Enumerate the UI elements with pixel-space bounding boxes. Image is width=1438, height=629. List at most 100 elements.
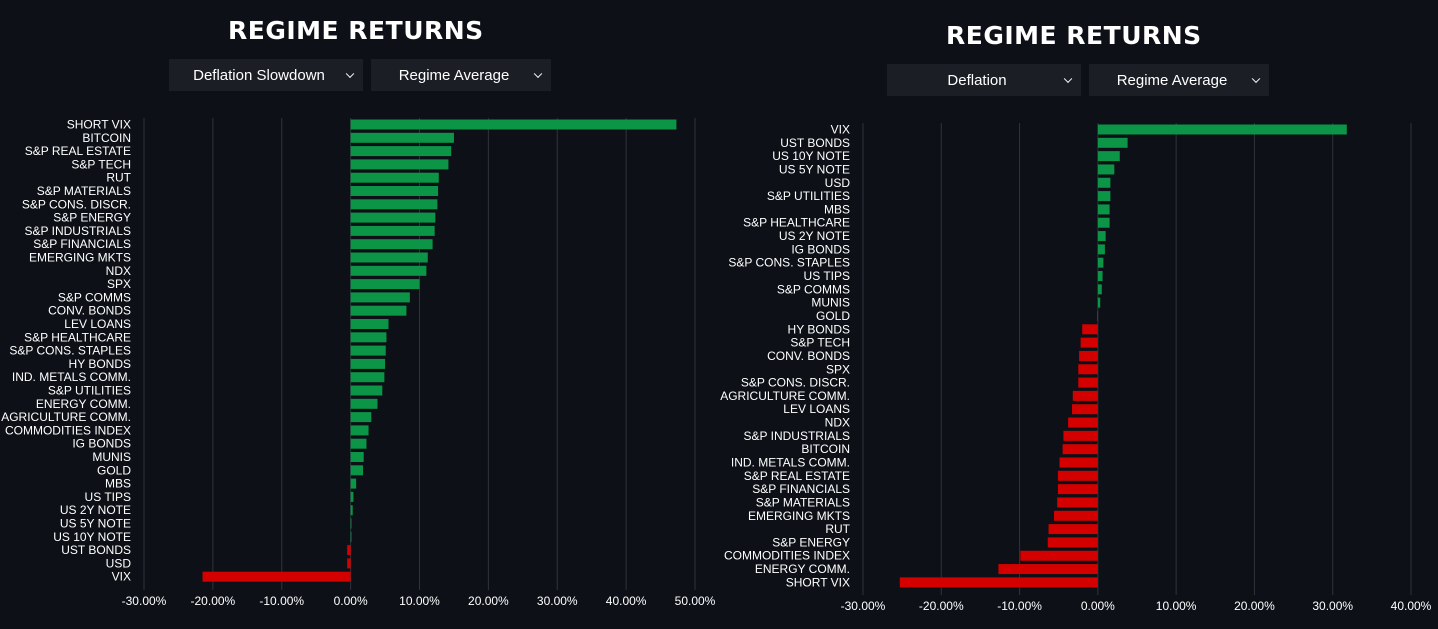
right-category-label: NDX bbox=[825, 416, 850, 430]
right-category-label: GOLD bbox=[816, 309, 850, 323]
right-category-label: UST BONDS bbox=[780, 136, 850, 150]
right-category-label: CONV. BONDS bbox=[767, 349, 850, 363]
left-category-label: US 2Y NOTE bbox=[60, 503, 131, 517]
left-category-label: AGRICULTURE COMM. bbox=[1, 410, 131, 424]
right-bar-chart: -30.00% -20.00% -10.00% 0.00% 10.00% 20.00% 30… bbox=[720, 123, 1431, 614]
right-bar bbox=[1097, 297, 1101, 308]
left-bar bbox=[350, 372, 385, 383]
left-regime-dropdown[interactable]: Deflation Slowdown bbox=[169, 59, 363, 91]
right-x-tick-label: 20.00% bbox=[1234, 599, 1275, 613]
right-category-label: S&P FINANCIALS bbox=[752, 482, 850, 496]
right-category-label: ENERGY COMM. bbox=[755, 562, 850, 576]
left-bar bbox=[350, 332, 387, 343]
left-panel: REGIME RETURNS Deflation Slowdown Regime… bbox=[1, 16, 716, 609]
left-bar bbox=[350, 385, 383, 396]
right-bar bbox=[1097, 244, 1105, 255]
left-x-tick-label: 50.00% bbox=[675, 594, 716, 608]
right-regime-dropdown-value: Deflation bbox=[947, 71, 1007, 89]
right-x-tick-label: -30.00% bbox=[841, 599, 886, 613]
left-bar bbox=[350, 345, 386, 356]
left-bar bbox=[350, 531, 352, 542]
right-bar bbox=[1079, 350, 1098, 361]
right-bar bbox=[1072, 390, 1098, 401]
left-category-label: S&P ENERGY bbox=[53, 211, 131, 225]
right-category-label: EMERGING MKTS bbox=[748, 509, 850, 523]
right-x-tick-label: -10.00% bbox=[997, 599, 1042, 613]
right-bar bbox=[1097, 137, 1128, 148]
left-category-label: LEV LOANS bbox=[64, 317, 131, 331]
left-x-tick-label: 20.00% bbox=[468, 594, 509, 608]
right-bar bbox=[1097, 204, 1110, 215]
left-bar bbox=[350, 319, 389, 329]
right-category-label: SPX bbox=[826, 362, 850, 376]
right-category-label: S&P COMMS bbox=[777, 282, 850, 296]
left-bar bbox=[350, 478, 357, 489]
left-category-label: GOLD bbox=[97, 463, 131, 477]
left-x-tick-label: 0.00% bbox=[334, 594, 368, 608]
left-category-label: USD bbox=[106, 556, 132, 570]
left-bar bbox=[350, 225, 435, 236]
right-stat-dropdown[interactable]: Regime Average bbox=[1089, 64, 1269, 96]
left-category-label: NDX bbox=[106, 264, 131, 278]
right-category-label: RUT bbox=[825, 522, 850, 536]
left-bar bbox=[347, 545, 351, 556]
right-category-label: S&P REAL ESTATE bbox=[744, 469, 850, 483]
left-bar bbox=[350, 132, 454, 143]
left-category-label: US 5Y NOTE bbox=[60, 517, 131, 531]
left-category-label: BITCOIN bbox=[82, 131, 131, 145]
right-x-tick-label: 30.00% bbox=[1312, 599, 1353, 613]
left-bar bbox=[347, 558, 351, 569]
right-bar bbox=[1097, 191, 1111, 202]
right-category-label: S&P ENERGY bbox=[772, 535, 850, 549]
left-bar bbox=[350, 465, 364, 476]
left-bar bbox=[350, 146, 452, 157]
right-bar bbox=[1097, 284, 1102, 295]
left-category-label: ENERGY COMM. bbox=[36, 397, 131, 411]
left-bar bbox=[350, 491, 354, 502]
right-bar bbox=[1097, 124, 1347, 135]
right-bar bbox=[1057, 484, 1098, 495]
right-bar bbox=[1059, 457, 1098, 468]
right-bar bbox=[1097, 310, 1098, 321]
left-bar bbox=[350, 438, 367, 449]
right-category-label: S&P INDUSTRIALS bbox=[744, 429, 850, 443]
right-panel: REGIME RETURNS Deflation Regime Average … bbox=[719, 0, 1438, 629]
left-category-label: IND. METALS COMM. bbox=[12, 370, 131, 384]
right-category-label: USD bbox=[825, 176, 851, 190]
right-category-label: BITCOIN bbox=[801, 442, 850, 456]
right-bar bbox=[1063, 430, 1098, 441]
left-category-label: UST BONDS bbox=[61, 543, 131, 557]
left-category-label: MUNIS bbox=[92, 450, 131, 464]
left-category-label: S&P CONS. DISCR. bbox=[22, 197, 131, 211]
right-category-label: US TIPS bbox=[804, 269, 850, 283]
left-bar bbox=[350, 292, 410, 303]
right-category-label: US 10Y NOTE bbox=[772, 149, 850, 163]
right-category-label: AGRICULTURE COMM. bbox=[720, 389, 850, 403]
left-stat-dropdown[interactable]: Regime Average bbox=[371, 59, 551, 91]
left-category-label: S&P REAL ESTATE bbox=[25, 144, 131, 158]
right-bar bbox=[1080, 337, 1098, 348]
right-category-label: S&P CONS. DISCR. bbox=[741, 376, 850, 390]
left-x-tick-label: 40.00% bbox=[606, 594, 647, 608]
right-bar bbox=[1068, 417, 1098, 428]
right-bar bbox=[1072, 404, 1098, 415]
left-bar bbox=[350, 358, 386, 369]
left-regime-dropdown-value: Deflation Slowdown bbox=[193, 66, 325, 84]
left-category-label: IG BONDS bbox=[72, 437, 131, 451]
left-category-label: US 10Y NOTE bbox=[53, 530, 131, 544]
left-category-label: S&P FINANCIALS bbox=[33, 237, 131, 251]
left-bar-chart: -30.00% -20.00% -10.00% 0.00% 10.00% 20.00% 30… bbox=[1, 118, 716, 609]
left-bar bbox=[350, 452, 364, 462]
left-bar bbox=[350, 518, 352, 529]
left-category-label: S&P COMMS bbox=[58, 290, 131, 304]
left-bar bbox=[202, 571, 351, 582]
right-x-tick-label: 10.00% bbox=[1156, 599, 1197, 613]
right-bar bbox=[1054, 510, 1098, 521]
right-category-label: COMMODITIES INDEX bbox=[724, 549, 850, 563]
left-x-tick-label: 30.00% bbox=[537, 594, 578, 608]
right-category-label: MBS bbox=[824, 202, 850, 216]
right-bar bbox=[1057, 497, 1098, 508]
right-bar bbox=[1078, 364, 1098, 375]
right-regime-dropdown[interactable]: Deflation bbox=[887, 64, 1081, 96]
right-x-tick-label: 0.00% bbox=[1081, 599, 1115, 613]
